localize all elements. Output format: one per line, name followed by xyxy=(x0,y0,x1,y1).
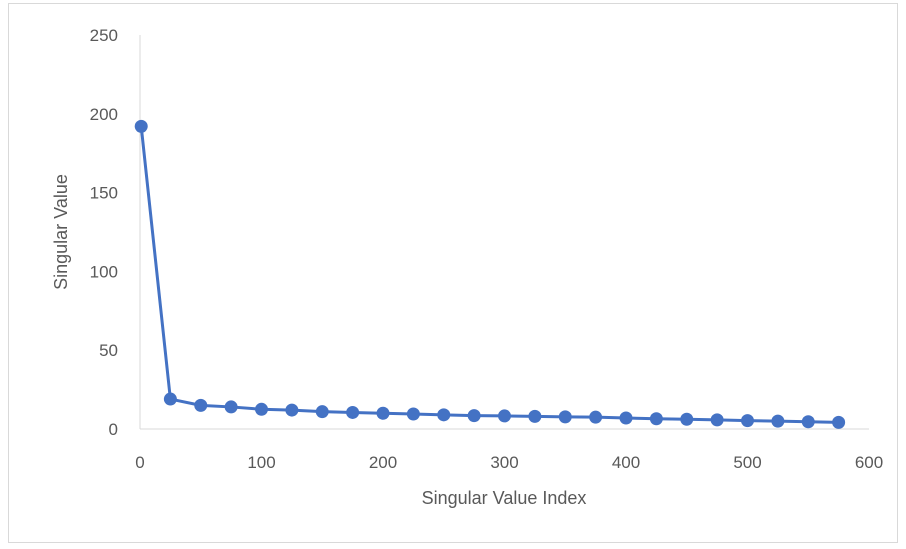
data-point xyxy=(135,120,148,133)
x-tick-label: 200 xyxy=(369,453,397,472)
data-point xyxy=(771,415,784,428)
data-point xyxy=(528,410,541,423)
data-point xyxy=(650,412,663,425)
x-tick-labels: 0 100 200 300 400 500 600 xyxy=(135,453,883,472)
data-point xyxy=(194,399,207,412)
y-tick-label: 150 xyxy=(90,184,118,203)
x-tick-label: 0 xyxy=(135,453,144,472)
data-point xyxy=(832,416,845,429)
y-tick-label: 100 xyxy=(90,262,118,281)
y-tick-label: 50 xyxy=(99,341,118,360)
y-axis-title: Singular Value xyxy=(51,174,71,290)
data-point xyxy=(346,406,359,419)
x-tick-label: 100 xyxy=(247,453,275,472)
y-tick-label: 200 xyxy=(90,105,118,124)
data-point xyxy=(407,408,420,421)
data-point xyxy=(437,408,450,421)
x-tick-label: 600 xyxy=(855,453,883,472)
x-axis-title: Singular Value Index xyxy=(422,488,587,508)
data-point xyxy=(468,409,481,422)
data-point xyxy=(711,413,724,426)
x-tick-label: 500 xyxy=(733,453,761,472)
data-point xyxy=(741,414,754,427)
data-point xyxy=(559,410,572,423)
x-tick-label: 400 xyxy=(612,453,640,472)
data-point xyxy=(225,400,238,413)
data-point xyxy=(802,415,815,428)
data-point xyxy=(164,393,177,406)
y-tick-label: 250 xyxy=(90,26,118,45)
data-point xyxy=(255,403,268,416)
y-tick-labels: 0 50 100 150 200 250 xyxy=(90,26,118,439)
series-line xyxy=(141,126,838,422)
x-tick-label: 300 xyxy=(490,453,518,472)
data-point xyxy=(680,413,693,426)
data-point xyxy=(316,405,329,418)
data-point xyxy=(620,411,633,424)
data-point xyxy=(285,404,298,417)
series-points xyxy=(135,120,845,429)
data-point xyxy=(377,407,390,420)
data-point xyxy=(589,411,602,424)
data-point xyxy=(498,409,511,422)
y-tick-label: 0 xyxy=(109,420,118,439)
